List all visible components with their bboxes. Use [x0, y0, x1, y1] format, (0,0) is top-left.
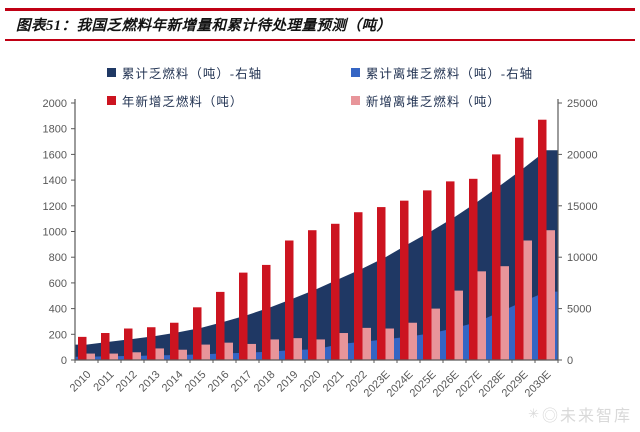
new-offreactor-spent-fuel-bar: [385, 328, 394, 360]
left-axis-label: 2000: [43, 98, 67, 110]
x-axis-label: 2017: [229, 369, 255, 395]
page-title: 图表51：我国乏燃料年新增量和累计待处理量预测（吨）: [16, 18, 392, 34]
legend-label: 累计离堆乏燃料（吨）-右轴: [365, 67, 534, 81]
left-axis-label: 1000: [43, 227, 67, 239]
new-offreactor-spent-fuel-bar: [339, 333, 348, 360]
x-axis-label: 2013: [137, 369, 163, 395]
x-axis-label: 2020: [298, 369, 324, 395]
new-offreactor-spent-fuel-bar: [454, 290, 463, 360]
annual-new-spent-fuel-bar: [239, 272, 248, 360]
left-axis-label: 800: [49, 252, 67, 264]
new-offreactor-spent-fuel-bar: [500, 266, 509, 360]
cumulative-spent-fuel-area: [75, 150, 558, 360]
x-axis-label: 2012: [114, 369, 140, 395]
annual-new-spent-fuel-bar: [193, 307, 202, 360]
annual-new-spent-fuel-bar: [216, 291, 225, 360]
x-axis-label: 2019: [275, 369, 301, 395]
annual-new-spent-fuel-bar: [400, 200, 409, 360]
chart-legend: 累计乏燃料（吨）-右轴 累计离堆乏燃料（吨）-右轴 年新增乏燃料（吨） 新增离堆…: [0, 63, 640, 110]
annual-new-spent-fuel-bar: [78, 336, 87, 360]
left-axis-label: 200: [49, 329, 67, 341]
new-offreactor-spent-fuel-bar: [477, 271, 486, 360]
new-offreactor-spent-fuel-bar: [155, 348, 164, 360]
watermark-text: ◎未来智库: [541, 408, 632, 425]
annual-new-spent-fuel-bar: [446, 181, 455, 360]
legend-item-annual-new: 年新增乏燃料（吨）: [106, 91, 325, 110]
x-axis-label: 2014: [160, 369, 186, 395]
new-offreactor-spent-fuel-bar: [316, 339, 325, 360]
left-axis-label: 400: [49, 304, 67, 316]
left-axis-label: 1200: [43, 201, 67, 213]
legend-swatch-red: [106, 96, 116, 105]
legend-item-cumulative-offreactor: 累计离堆乏燃料（吨）-右轴: [350, 63, 534, 82]
annual-new-spent-fuel-bar: [124, 328, 133, 360]
x-axis-label: 2011: [91, 369, 116, 394]
watermark: ✳ ◎未来智库: [528, 402, 632, 426]
header-bottom-rule: [5, 39, 635, 41]
new-offreactor-spent-fuel-bar: [247, 343, 256, 360]
annual-new-spent-fuel-bar: [262, 264, 271, 360]
legend-item-cumulative-spent-fuel: 累计乏燃料（吨）-右轴: [106, 63, 325, 82]
new-offreactor-spent-fuel-bar: [293, 338, 302, 360]
new-offreactor-spent-fuel-bar: [431, 308, 440, 360]
annual-new-spent-fuel-bar: [331, 223, 340, 360]
x-axis-label: 2021: [321, 369, 347, 395]
legend-label: 年新增乏燃料（吨）: [121, 95, 244, 109]
new-offreactor-spent-fuel-bar: [109, 353, 118, 360]
new-offreactor-spent-fuel-bar: [546, 230, 555, 360]
annual-new-spent-fuel-bar: [285, 240, 294, 360]
new-offreactor-spent-fuel-bar: [270, 339, 279, 360]
x-axis-label: 2030E: [523, 369, 554, 400]
right-axis-label: 0: [567, 355, 573, 367]
annual-new-spent-fuel-bar: [170, 322, 179, 360]
legend-label: 新增离堆乏燃料（吨）: [365, 95, 501, 109]
new-offreactor-spent-fuel-bar: [523, 240, 532, 360]
legend-swatch-navy: [106, 68, 116, 77]
annual-new-spent-fuel-bar: [101, 333, 110, 360]
right-axis-label: 20000: [567, 149, 598, 161]
left-axis-label: 0: [61, 355, 67, 367]
annual-new-spent-fuel-bar: [377, 207, 386, 360]
left-axis-label: 1400: [43, 175, 67, 187]
legend-swatch-pink: [350, 96, 360, 105]
right-axis-label: 25000: [567, 98, 598, 110]
watermark-sparkle-icon: ✳: [528, 406, 539, 421]
x-axis-label: 2010: [68, 369, 94, 395]
new-offreactor-spent-fuel-bar: [408, 322, 417, 360]
annual-new-spent-fuel-bar: [354, 212, 363, 360]
legend-item-new-offreactor: 新增离堆乏燃料（吨）: [350, 91, 533, 110]
x-axis-label: 2015: [183, 369, 209, 395]
left-axis-label: 1800: [43, 124, 67, 136]
header-top-rule: [5, 8, 635, 11]
left-axis-label: 1600: [43, 149, 67, 161]
left-axis-label: 600: [49, 278, 67, 290]
right-axis-label: 15000: [567, 201, 598, 213]
annual-new-spent-fuel-bar: [515, 137, 524, 360]
annual-new-spent-fuel-bar: [492, 154, 501, 360]
new-offreactor-spent-fuel-bar: [132, 352, 141, 360]
annual-new-spent-fuel-bar: [538, 119, 547, 360]
annual-new-spent-fuel-bar: [423, 190, 432, 360]
right-axis-label: 5000: [567, 304, 591, 316]
legend-label: 累计乏燃料（吨）-右轴: [121, 67, 263, 81]
new-offreactor-spent-fuel-bar: [178, 349, 187, 360]
new-offreactor-spent-fuel-bar: [201, 344, 210, 360]
right-axis-label: 10000: [567, 252, 598, 264]
x-axis-label: 2018: [252, 369, 278, 395]
annual-new-spent-fuel-bar: [469, 178, 478, 360]
annual-new-spent-fuel-bar: [147, 327, 156, 360]
new-offreactor-spent-fuel-bar: [86, 353, 95, 360]
annual-new-spent-fuel-bar: [308, 230, 317, 360]
legend-swatch-blue: [350, 68, 360, 77]
new-offreactor-spent-fuel-bar: [224, 342, 233, 360]
new-offreactor-spent-fuel-bar: [362, 327, 371, 360]
x-axis-label: 2016: [206, 369, 232, 395]
